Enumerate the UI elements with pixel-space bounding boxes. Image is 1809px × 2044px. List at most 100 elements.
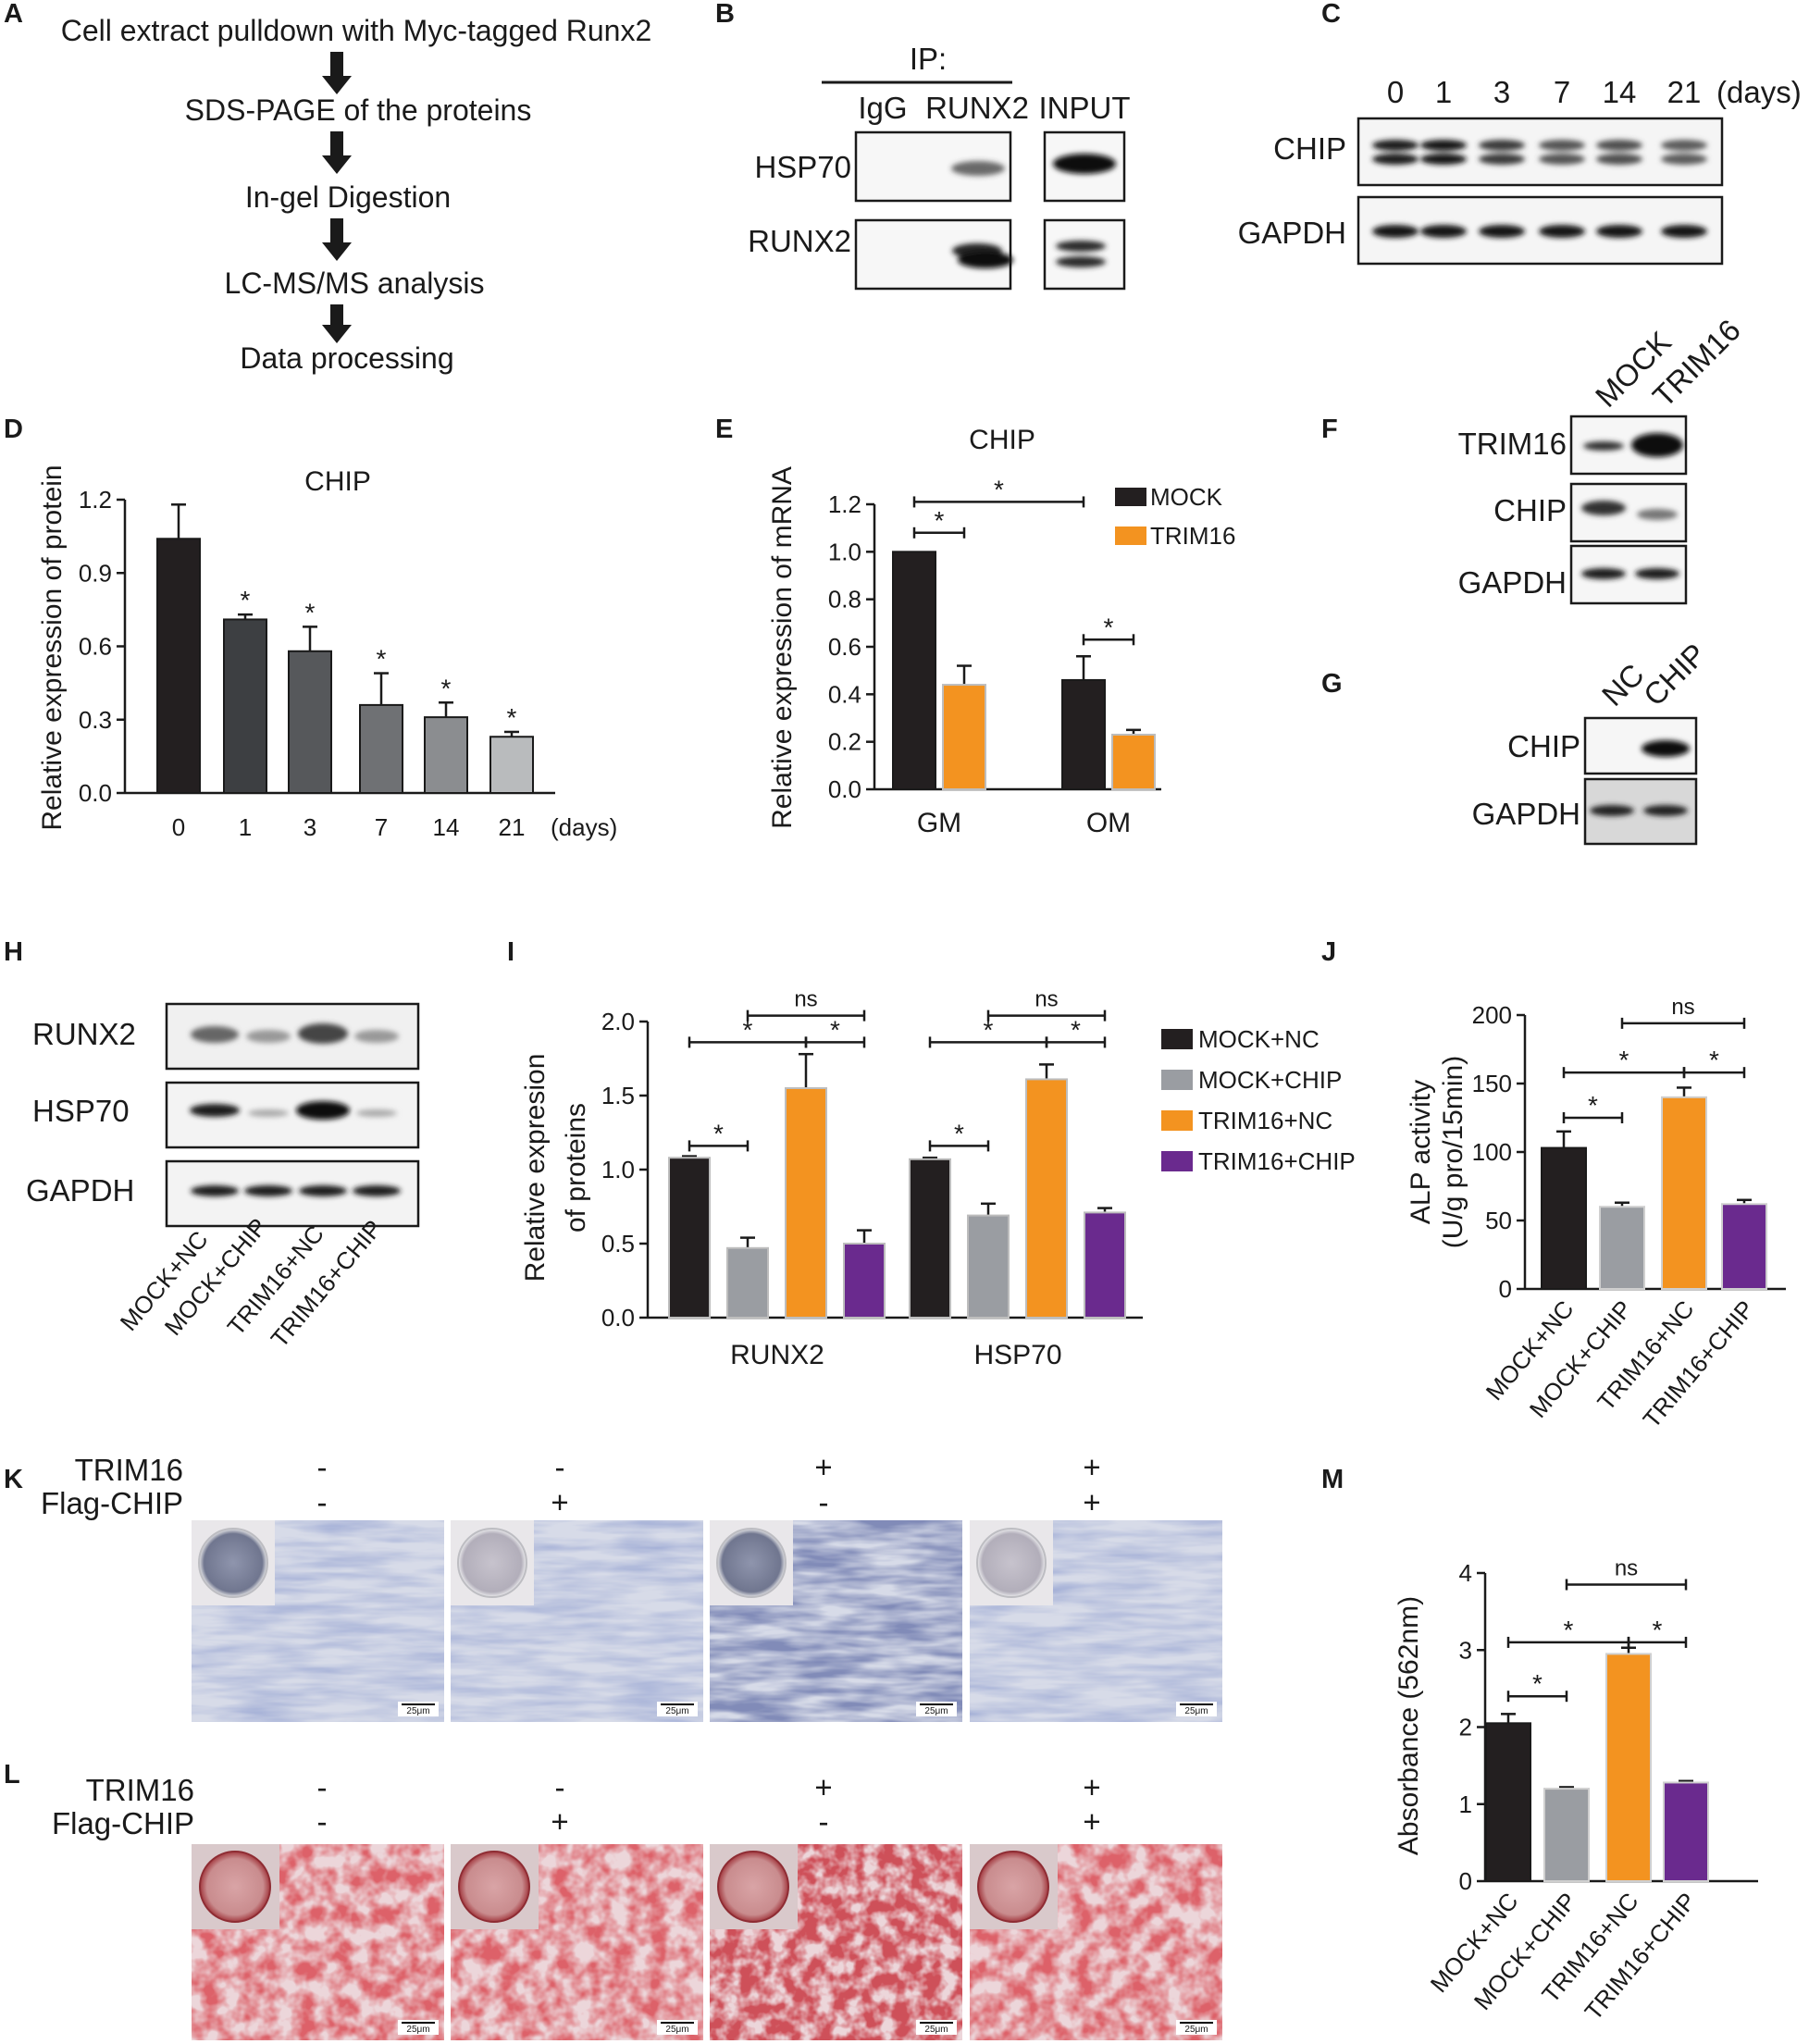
workflow-step-3: In-gel Digestion xyxy=(245,180,451,214)
blot-band xyxy=(191,1185,239,1196)
row-label-chip: CHIP xyxy=(1273,131,1346,166)
blot-band xyxy=(1539,140,1585,151)
blot-band xyxy=(1479,140,1525,151)
x-tick-label: 3 xyxy=(304,813,316,841)
y-tick-label: 200 xyxy=(1472,1001,1512,1029)
blot-band xyxy=(296,1101,350,1120)
x-tick-label: 21 xyxy=(499,813,526,841)
condition-sign: + xyxy=(814,1450,832,1484)
lane-label-runx2: RUNX2 xyxy=(925,91,1029,125)
condition-sign: + xyxy=(1083,1804,1100,1839)
x-tick-label: HSP70 xyxy=(973,1340,1061,1370)
blot-band xyxy=(1479,225,1525,238)
panel-letter-g: G xyxy=(1321,669,1343,699)
lane-label-day: 7 xyxy=(1554,75,1570,109)
lane-label-day: 21 xyxy=(1667,75,1702,109)
blot-band xyxy=(299,1185,347,1196)
ip-label: IP: xyxy=(910,42,947,76)
culture-well-image xyxy=(976,1528,1047,1598)
condition-sign: + xyxy=(1083,1450,1100,1484)
y-axis-title: Absorbance (562nm) xyxy=(1394,1596,1424,1855)
significance-label: * xyxy=(743,1015,753,1044)
condition-sign: - xyxy=(555,1770,565,1804)
row-label-gapdh: GAPDH xyxy=(1238,216,1346,250)
significance-label: * xyxy=(1709,1046,1719,1074)
scale-bar-label: 25μm xyxy=(406,1706,429,1716)
blot-band xyxy=(1420,154,1467,165)
panel-b-coip-blot: IP: IgG RUNX2 INPUT HSP70 RUNX2 xyxy=(748,42,1131,291)
y-axis-title: of proteins xyxy=(561,1103,591,1233)
y-tick-label: 0.8 xyxy=(828,586,861,613)
days-unit: (days) xyxy=(1716,75,1802,109)
significance-label: * xyxy=(1619,1046,1629,1074)
row-label-flag-chip: Flag-CHIP xyxy=(41,1486,183,1520)
condition-sign: - xyxy=(555,1450,565,1484)
panel-d-chart: 0.0 0.3 0.6 0.9 1.2 CHIP Relative expression o… xyxy=(37,465,617,841)
blot-band xyxy=(356,1109,397,1117)
blot-band xyxy=(1661,154,1707,165)
legend-swatch xyxy=(1115,488,1146,506)
x-tick-label: GM xyxy=(917,808,961,838)
row-label-hsp70: HSP70 xyxy=(754,150,851,184)
blot-band xyxy=(1596,154,1642,165)
blot-band xyxy=(951,161,1005,176)
chart-title: CHIP xyxy=(969,425,1035,455)
panel-letter-h: H xyxy=(4,937,23,967)
blot-band xyxy=(1420,140,1467,151)
bar xyxy=(1084,1211,1126,1319)
blot-band xyxy=(1661,225,1707,238)
panel-h-blot: RUNX2 HSP70 GAPDH MOCK+NC MOCK+CHIP TRIM… xyxy=(26,1002,420,1353)
row-label-runx2: RUNX2 xyxy=(32,1017,136,1051)
x-unit-label: (days) xyxy=(551,813,617,841)
blot-band xyxy=(1053,154,1116,174)
y-tick-label: 0.9 xyxy=(79,559,112,587)
lane-label-chip: CHIP xyxy=(1637,637,1713,712)
legend-label: MOCK+CHIP xyxy=(1198,1066,1342,1094)
culture-well-image xyxy=(199,1851,271,1923)
y-tick-label: 150 xyxy=(1472,1070,1512,1097)
legend-swatch xyxy=(1161,1029,1193,1049)
y-tick-label: 0.0 xyxy=(601,1304,635,1332)
panel-letter-f: F xyxy=(1321,415,1338,444)
y-tick-label: 3 xyxy=(1459,1636,1472,1664)
legend-label: TRIM16+CHIP xyxy=(1198,1147,1356,1175)
y-tick-label: 0.6 xyxy=(79,633,112,661)
down-arrow-icon xyxy=(322,131,352,174)
bar xyxy=(1605,1653,1652,1882)
panel-e-chart: 0.0 0.2 0.4 0.6 0.8 1.0 1.2 CHIP Relative expres… xyxy=(767,425,1235,838)
bar xyxy=(1485,1722,1531,1883)
blot-band xyxy=(1056,256,1106,267)
blot-band xyxy=(1590,805,1634,816)
legend-label: MOCK+NC xyxy=(1198,1025,1320,1053)
y-tick-label: 2.0 xyxy=(601,1008,635,1035)
significance-label: * xyxy=(935,506,945,535)
significance-label: * xyxy=(241,586,251,614)
culture-well-image xyxy=(717,1851,789,1923)
panel-letter-m: M xyxy=(1321,1465,1344,1494)
y-tick-label: 1 xyxy=(1459,1790,1472,1818)
panel-letter-i: I xyxy=(507,937,514,967)
significance-label: * xyxy=(1653,1616,1663,1644)
significance-label: ns xyxy=(1671,995,1694,1020)
lane-label-igg: IgG xyxy=(858,91,907,125)
bar xyxy=(1111,733,1156,791)
legend-swatch xyxy=(1161,1070,1193,1090)
blot-band xyxy=(1635,568,1679,579)
y-axis-title: Relative expresion xyxy=(520,1054,551,1282)
blot-band xyxy=(1372,154,1419,165)
blot-band xyxy=(1372,140,1419,151)
y-tick-label: 1.0 xyxy=(601,1156,635,1183)
y-tick-label: 0 xyxy=(1459,1867,1472,1895)
significance-label: * xyxy=(994,475,1004,503)
lane-label-input: INPUT xyxy=(1039,91,1131,125)
significance-label: * xyxy=(1532,1669,1543,1698)
legend-swatch xyxy=(1115,526,1146,545)
bar xyxy=(1061,678,1106,791)
condition-sign: - xyxy=(317,1450,328,1484)
row-label-gapdh: GAPDH xyxy=(1458,565,1567,600)
down-arrow-icon xyxy=(322,304,352,343)
chart-title: CHIP xyxy=(304,466,371,497)
condition-sign: - xyxy=(317,1485,328,1519)
y-tick-label: 1.2 xyxy=(828,490,861,518)
